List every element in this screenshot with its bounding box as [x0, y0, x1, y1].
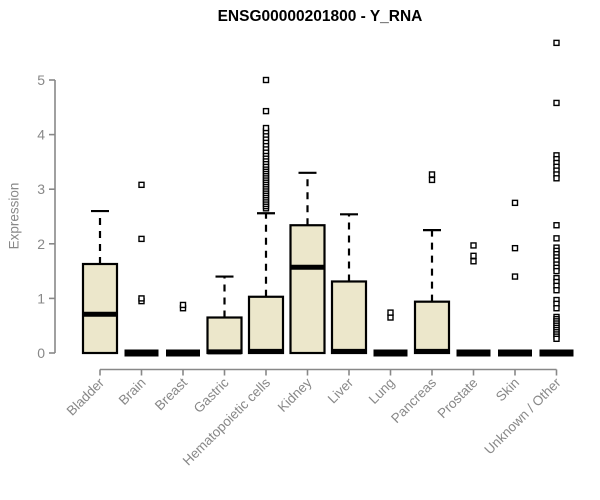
box-lung [373, 309, 408, 357]
outlier-point [553, 305, 560, 312]
outlier-point [511, 244, 519, 252]
y-tick-label: 0 [37, 345, 45, 361]
box-rect [330, 280, 368, 355]
box-rect [81, 262, 119, 355]
box-bladder [81, 209, 119, 355]
box-rect [247, 295, 285, 355]
chart-title: ENSG00000201800 - Y_RNA [217, 8, 423, 25]
outlier-point [553, 175, 560, 182]
outlier-point [470, 258, 477, 265]
outlier-point [138, 295, 145, 302]
box-rect [289, 224, 326, 355]
box-rect [413, 300, 451, 355]
x-tick-label: Pancreas [388, 375, 439, 426]
outlier-point [553, 39, 560, 47]
box-prostate [456, 242, 491, 357]
outlier-point [470, 242, 477, 249]
x-tick-label: Brain [116, 375, 149, 408]
outlier-point [262, 124, 270, 132]
box-unknown-other [539, 39, 574, 357]
outlier-point [428, 176, 436, 184]
y-tick-label: 3 [37, 181, 45, 197]
x-tick-label: Kidney [275, 375, 315, 415]
x-tick-label: Skin [493, 375, 522, 404]
outlier-point [262, 107, 270, 115]
outlier-point [138, 181, 145, 189]
outlier-point [553, 222, 560, 229]
y-tick-label: 5 [37, 72, 45, 88]
outlier-point [511, 199, 519, 207]
y-tick-label: 2 [37, 236, 45, 252]
outlier-point [553, 287, 560, 294]
outlier-point [553, 99, 560, 107]
x-tick-label: Lung [366, 375, 398, 407]
outlier-point [428, 171, 436, 178]
x-tick-label: Liver [325, 375, 357, 407]
outlier-point [553, 235, 560, 242]
outlier-point [553, 267, 560, 275]
box-breast [166, 301, 200, 357]
x-tick-label: Gastric [191, 375, 232, 416]
outlier-point [262, 76, 270, 84]
box-brain [124, 181, 159, 357]
x-tick-label: Unknown / Other [481, 375, 564, 458]
y-tick-label: 4 [37, 127, 45, 143]
box-rect [206, 316, 243, 355]
outlier-point [553, 335, 560, 343]
x-tick-label: Bladder [64, 375, 108, 419]
outlier-point [387, 309, 394, 316]
outlier-point [138, 235, 145, 243]
x-tick-label: Breast [152, 375, 190, 413]
box-gastric [206, 275, 243, 355]
box-hematopoietic-cells [247, 76, 285, 355]
y-tick-label: 1 [37, 290, 45, 306]
box-liver [330, 213, 368, 355]
outlier-point [511, 273, 519, 280]
x-tick-label: Prostate [434, 375, 480, 421]
box-kidney [289, 171, 326, 355]
outlier-point [179, 301, 187, 309]
box-skin [498, 199, 532, 357]
box-pancreas [413, 171, 451, 355]
outlier-point [470, 252, 477, 260]
